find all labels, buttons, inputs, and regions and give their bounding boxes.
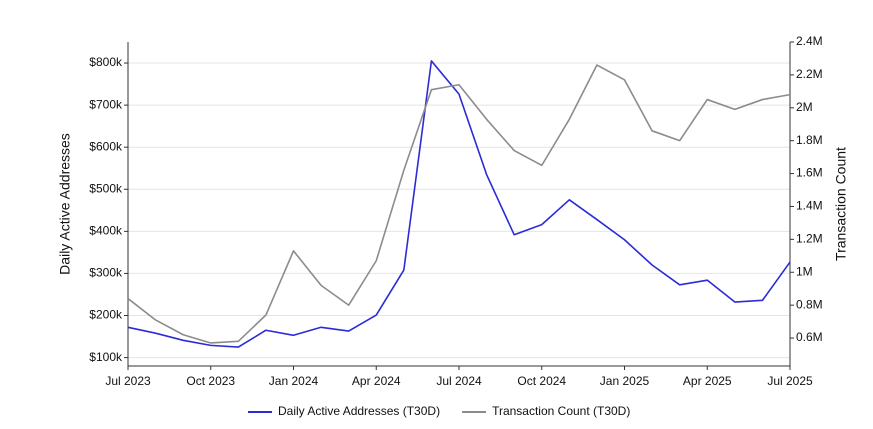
y-tick-label: $100k	[89, 350, 123, 364]
y-tick-label: $200k	[89, 308, 123, 322]
y-tick-label: $500k	[89, 181, 123, 195]
legend-label: Daily Active Addresses (T30D)	[278, 404, 440, 418]
y2-tick-label: 1M	[796, 264, 813, 278]
x-tick-label: Apr 2025	[683, 374, 732, 388]
y2-tick-label: 1.2M	[796, 232, 823, 246]
y2-tick-label: 1.6M	[796, 166, 823, 180]
y-tick-label: $400k	[89, 224, 123, 238]
x-tick-label: Jul 2024	[436, 374, 482, 388]
x-tick-label: Apr 2024	[352, 374, 401, 388]
x-tick-label: Oct 2023	[186, 374, 235, 388]
y2-axis-title: Transaction Count	[833, 147, 849, 261]
x-tick-label: Jan 2025	[600, 374, 650, 388]
y2-tick-label: 1.4M	[796, 199, 823, 213]
y-tick-label: $800k	[89, 55, 123, 69]
x-tick-label: Jul 2025	[767, 374, 813, 388]
series-line	[127, 64, 791, 344]
y-tick-label: $700k	[89, 97, 123, 111]
x-tick-label: Jan 2024	[269, 374, 319, 388]
y2-tick-label: 2.4M	[796, 34, 823, 48]
y2-tick-label: 0.6M	[796, 330, 823, 344]
y2-tick-label: 0.8M	[796, 297, 823, 311]
series-line	[127, 60, 791, 348]
x-tick-label: Oct 2024	[517, 374, 566, 388]
y2-tick-label: 2M	[796, 100, 813, 114]
y-axis-title: Daily Active Addresses	[57, 133, 73, 275]
x-tick-label: Jul 2023	[105, 374, 151, 388]
y2-tick-label: 2.2M	[796, 67, 823, 81]
y-tick-label: $300k	[89, 266, 123, 280]
y-tick-label: $600k	[89, 139, 123, 153]
y2-tick-label: 1.8M	[796, 133, 823, 147]
legend-label: Transaction Count (T30D)	[492, 404, 630, 418]
